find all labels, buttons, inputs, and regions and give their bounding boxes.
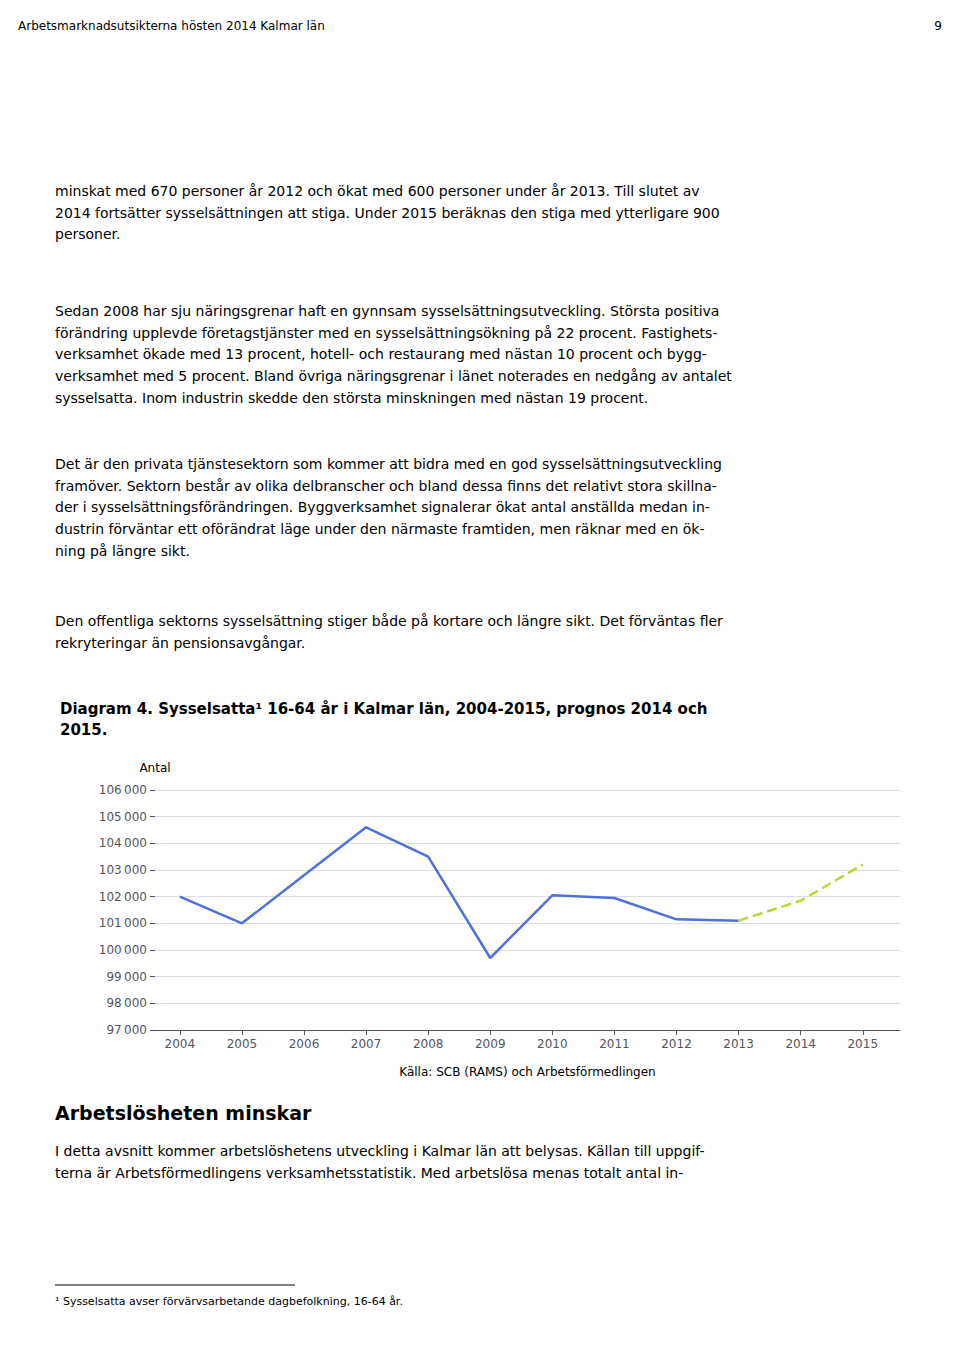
svg-text:verksamhet med 5 procent. Blan: verksamhet med 5 procent. Bland övriga n… [55, 368, 732, 384]
svg-text:104 000: 104 000 [99, 836, 147, 850]
svg-text:101 000: 101 000 [99, 916, 147, 930]
svg-text:2015.: 2015. [60, 721, 107, 739]
svg-text:103 000: 103 000 [99, 863, 147, 877]
svg-text:2014: 2014 [785, 1037, 816, 1051]
svg-text:2006: 2006 [289, 1037, 320, 1051]
svg-text:2011: 2011 [599, 1037, 630, 1051]
svg-text:2015: 2015 [847, 1037, 878, 1051]
svg-text:framöver. Sektorn består av ol: framöver. Sektorn består av olika delbra… [55, 478, 717, 494]
svg-text:9: 9 [934, 19, 942, 33]
svg-text:99 000: 99 000 [106, 970, 147, 984]
svg-text:2004: 2004 [165, 1037, 196, 1051]
svg-text:Den offentliga sektorns syssel: Den offentliga sektorns sysselsättning s… [55, 613, 723, 629]
svg-text:2012: 2012 [661, 1037, 692, 1051]
svg-text:Sedan 2008 har sju näringsgren: Sedan 2008 har sju näringsgrenar haft en… [55, 303, 719, 319]
svg-text:dustrin förväntar ett oförändr: dustrin förväntar ett oförändrat läge un… [55, 521, 704, 537]
svg-text:2013: 2013 [723, 1037, 754, 1051]
svg-text:100 000: 100 000 [99, 943, 147, 957]
svg-text:2010: 2010 [537, 1037, 568, 1051]
svg-text:sysselsatta. Inom industrin sk: sysselsatta. Inom industrin skedde den s… [55, 390, 648, 406]
svg-text:förändring upplevde företagstj: förändring upplevde företagstjänster med… [55, 325, 717, 341]
svg-text:ning på längre sikt.: ning på längre sikt. [55, 543, 190, 559]
svg-text:98 000: 98 000 [106, 996, 147, 1010]
svg-text:Antal: Antal [139, 761, 170, 775]
svg-text:terna är Arbetsförmedlingens v: terna är Arbetsförmedlingens verksamhets… [55, 1165, 683, 1181]
svg-text:2014 fortsätter sysselsättning: 2014 fortsätter sysselsättningen att sti… [55, 205, 720, 221]
svg-text:Arbetsmarknadsutsikterna höste: Arbetsmarknadsutsikterna hösten 2014 Kal… [18, 19, 325, 33]
svg-text:Arbetslösheten minskar: Arbetslösheten minskar [55, 1102, 312, 1124]
svg-text:106 000: 106 000 [99, 783, 147, 797]
svg-text:102 000: 102 000 [99, 890, 147, 904]
svg-text:¹ Sysselsatta avser förvärvsar: ¹ Sysselsatta avser förvärvsarbetande da… [55, 1295, 403, 1308]
svg-text:2005: 2005 [227, 1037, 258, 1051]
svg-text:rekryteringar än pensionsavgån: rekryteringar än pensionsavgångar. [55, 635, 305, 651]
svg-text:minskat med 670 personer år 20: minskat med 670 personer år 2012 och öka… [55, 183, 700, 199]
svg-text:der i sysselsättningsförändrin: der i sysselsättningsförändringen. Byggv… [55, 499, 710, 515]
svg-text:verksamhet ökade med 13 procen: verksamhet ökade med 13 procent, hotell-… [55, 346, 707, 362]
svg-text:2008: 2008 [413, 1037, 444, 1051]
svg-text:I detta avsnitt kommer arbetsl: I detta avsnitt kommer arbetslöshetens u… [55, 1143, 704, 1159]
svg-text:Källa: SCB (RAMS) och Arbetsfö: Källa: SCB (RAMS) och Arbetsförmedlingen [399, 1065, 655, 1079]
svg-text:97 000: 97 000 [106, 1023, 147, 1037]
svg-text:105 000: 105 000 [99, 810, 147, 824]
svg-text:2007: 2007 [351, 1037, 382, 1051]
svg-text:2009: 2009 [475, 1037, 506, 1051]
svg-text:Diagram 4. Sysselsatta¹ 16-64: Diagram 4. Sysselsatta¹ 16-64 år i Kalma… [60, 700, 707, 718]
svg-text:Det är den privata tjänstesekt: Det är den privata tjänstesektorn som ko… [55, 456, 722, 472]
svg-text:personer.: personer. [55, 226, 121, 242]
